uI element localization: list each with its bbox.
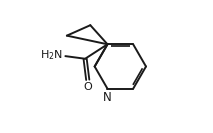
Text: H$_2$N: H$_2$N — [40, 49, 63, 62]
Text: N: N — [103, 91, 112, 104]
Text: O: O — [83, 82, 92, 92]
